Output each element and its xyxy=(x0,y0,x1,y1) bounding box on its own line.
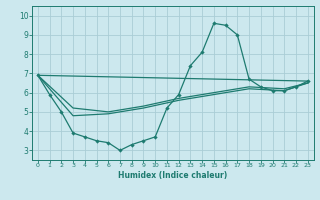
X-axis label: Humidex (Indice chaleur): Humidex (Indice chaleur) xyxy=(118,171,228,180)
